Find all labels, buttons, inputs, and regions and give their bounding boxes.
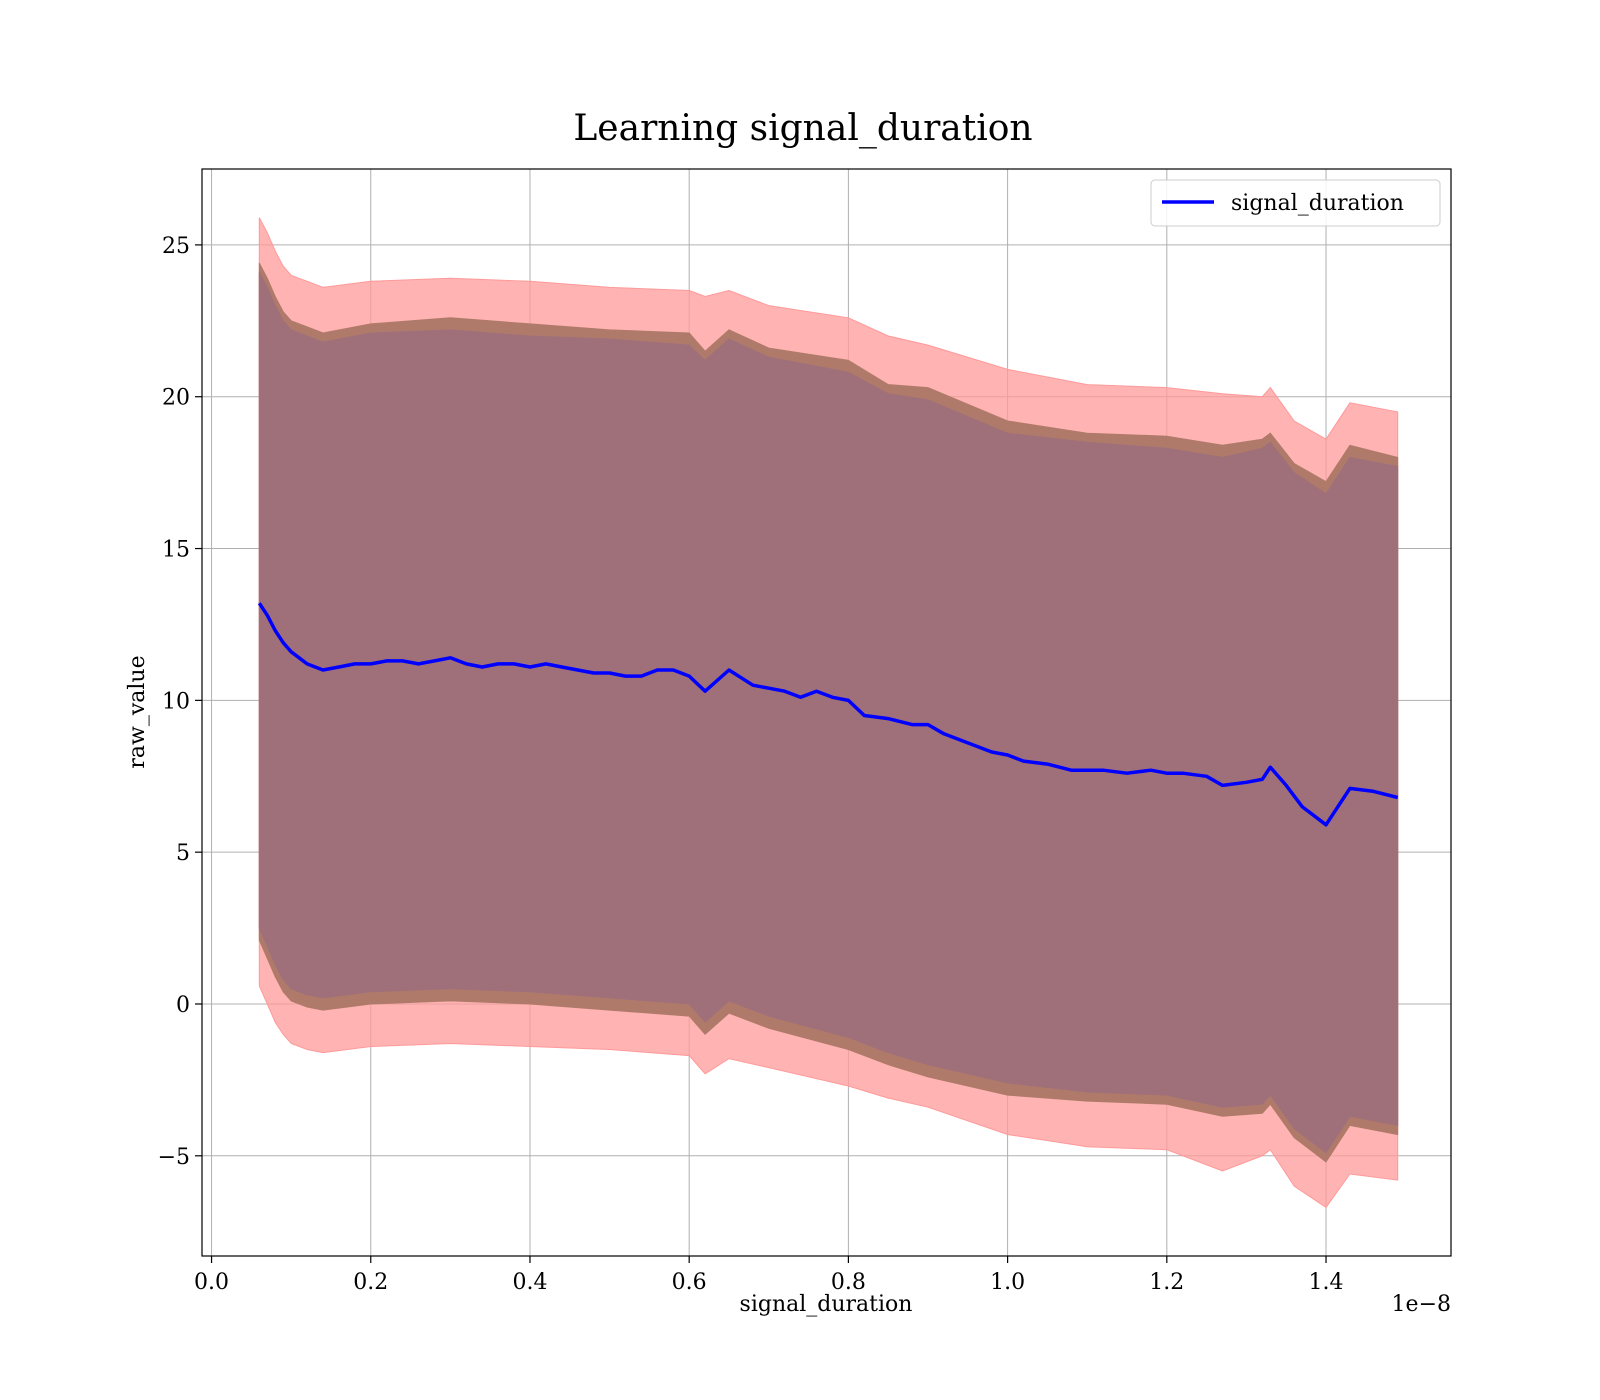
chart-title: Learning signal_duration <box>573 108 1032 149</box>
legend-box <box>1150 179 1441 227</box>
y-tick-label: 0 <box>176 993 190 1018</box>
x-tick-label: 0.8 <box>831 1270 866 1295</box>
y-tick-label: 20 <box>162 386 190 411</box>
series-lines <box>257 602 1399 827</box>
plot-frame <box>201 168 1452 1257</box>
x-axis-ticks: 0.0 0.2 0.4 0.6 0.8 1.0 1.2 1.4 <box>194 1256 1344 1295</box>
confidence-bands <box>258 217 1399 1209</box>
y-axis-label: raw_value <box>125 655 150 768</box>
inner-band <box>258 271 1399 1154</box>
x-tick-label: 0.0 <box>194 1270 229 1295</box>
y-tick-label: 5 <box>176 841 190 866</box>
y-tick-label: 10 <box>162 689 190 714</box>
x-tick-label: 0.6 <box>672 1270 707 1295</box>
x-tick-label: 1.4 <box>1309 1270 1344 1295</box>
legend: signal_duration <box>1150 179 1441 227</box>
x-tick-label: 1.2 <box>1149 1270 1184 1295</box>
y-tick-label: −5 <box>158 1145 190 1170</box>
series-line-signal-duration <box>257 602 1399 827</box>
y-tick-label: 15 <box>162 538 190 563</box>
x-tick-label: 1.0 <box>990 1270 1025 1295</box>
y-axis-ticks: −5 0 5 10 15 20 25 <box>158 234 202 1170</box>
y-tick-label: 25 <box>162 234 190 259</box>
x-axis-label: signal_duration <box>740 1292 913 1317</box>
x-axis-offset-text: 1e−8 <box>1392 1292 1451 1317</box>
legend-label: signal_duration <box>1231 191 1404 216</box>
x-tick-label: 0.4 <box>512 1270 547 1295</box>
x-tick-label: 0.2 <box>353 1270 388 1295</box>
